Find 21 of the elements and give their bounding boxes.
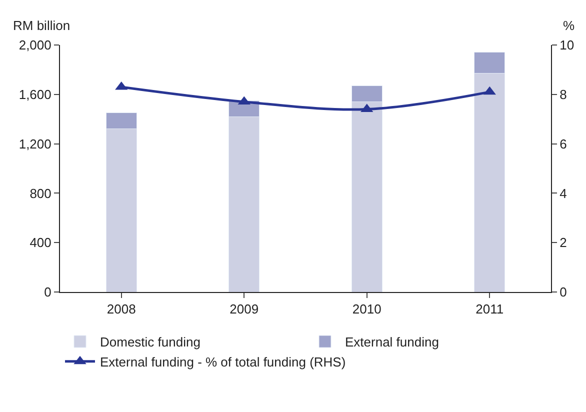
x-tick-label: 2009 (230, 302, 259, 317)
y-tick-label: 1,600 (18, 86, 52, 102)
y2-tick-label: 6 (560, 136, 567, 152)
legend-label: External funding (345, 334, 439, 350)
y2-tick-label: 10 (560, 38, 574, 53)
y2-tick-label: 8 (560, 86, 567, 102)
y-tick-label: 800 (30, 186, 52, 201)
y2-tick-label: 0 (560, 284, 567, 300)
legend-label: External funding - % of total funding (RHS) (100, 354, 346, 370)
y-tick-label: 2,000 (18, 38, 52, 53)
y2-tick-label: 2 (560, 235, 567, 250)
x-tick-label: 2008 (106, 302, 136, 317)
y2-tick-label: 4 (560, 186, 567, 201)
y-tick-label: 400 (30, 235, 52, 250)
legend-label: Domestic funding (100, 334, 200, 350)
y-tick-label: 0 (44, 284, 52, 300)
y-axis-title: RM billion (13, 18, 70, 33)
y-tick-label: 1,200 (18, 136, 52, 152)
x-tick-label: 2011 (476, 302, 504, 317)
x-tick-label: 2010 (352, 302, 382, 317)
y2-axis-title: % (563, 18, 575, 33)
